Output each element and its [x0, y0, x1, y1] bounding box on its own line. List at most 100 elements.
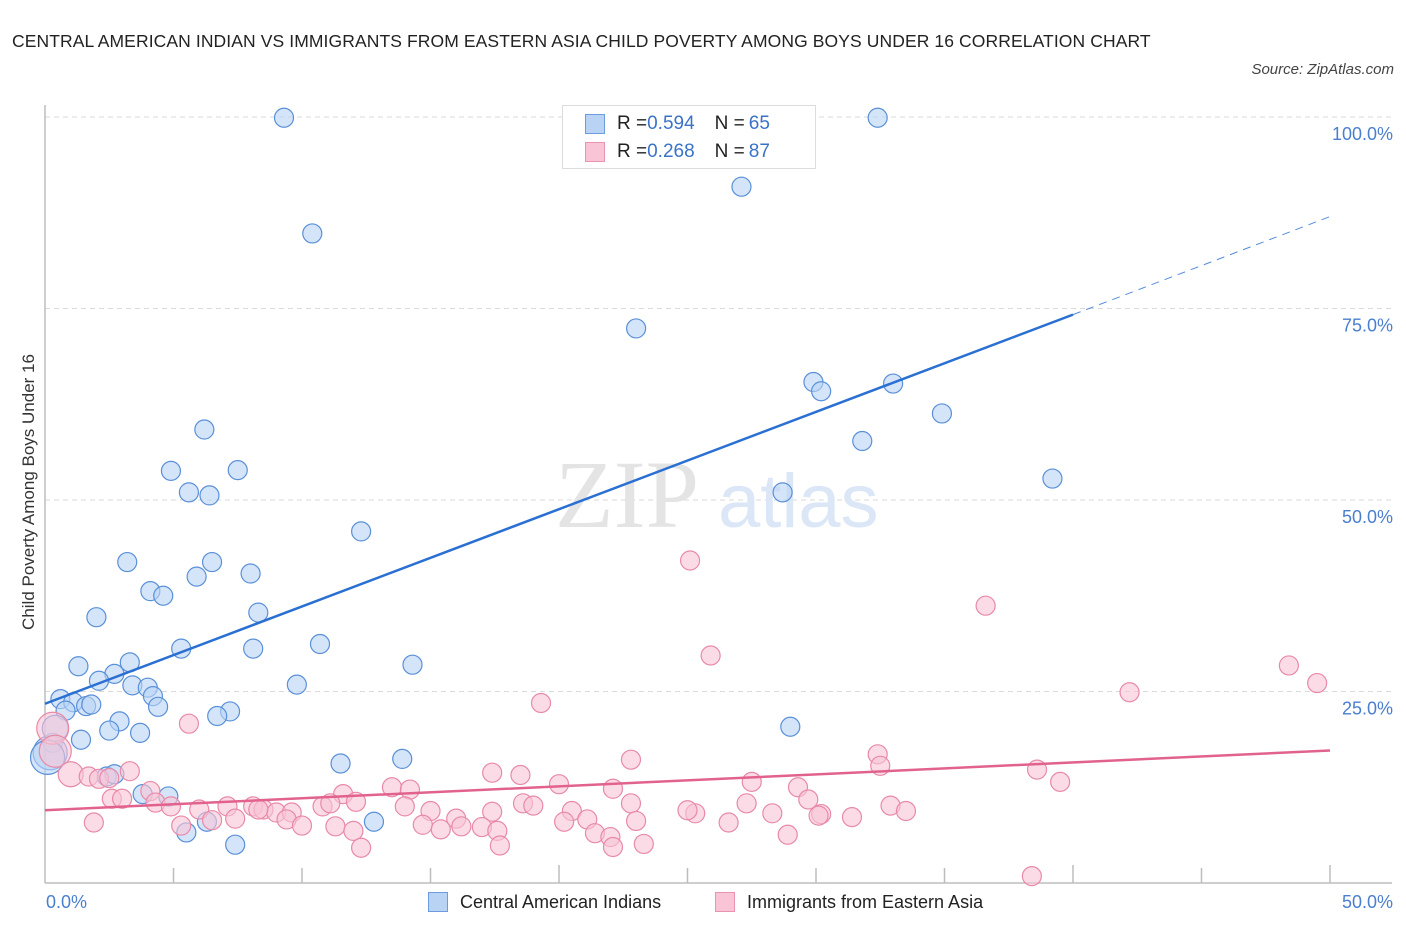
data-point-central-american-indians: [68, 656, 89, 677]
data-point-immigrants-eastern-asia: [602, 836, 624, 858]
watermark-atlas: atlas: [718, 459, 879, 544]
data-point-immigrants-eastern-asia: [741, 771, 762, 792]
data-point-immigrants-eastern-asia: [451, 816, 472, 837]
data-point-immigrants-eastern-asia: [718, 812, 739, 833]
data-point-central-american-indians: [363, 811, 385, 832]
blue-swatch-icon: [428, 892, 448, 912]
data-point-immigrants-eastern-asia: [620, 749, 642, 770]
legend-item-central-american-indians[interactable]: Central American Indians: [428, 889, 661, 915]
x-tick-label: 0.0%: [46, 892, 87, 912]
data-point-immigrants-eastern-asia: [430, 819, 451, 840]
data-point-immigrants-eastern-asia: [111, 788, 133, 809]
data-point-immigrants-eastern-asia: [1021, 866, 1042, 887]
data-point-immigrants-eastern-asia: [633, 833, 654, 855]
data-point-central-american-indians: [780, 716, 801, 737]
data-point-immigrants-eastern-asia: [1307, 672, 1328, 694]
data-point-central-american-indians: [117, 551, 138, 573]
data-point-central-american-indians: [129, 722, 151, 743]
data-point-central-american-indians: [273, 107, 295, 128]
data-point-central-american-indians: [194, 419, 215, 440]
source-label: Source: ZipAtlas.com: [1251, 61, 1394, 78]
y-tick-label: 50.0%: [1342, 507, 1393, 527]
data-point-immigrants-eastern-asia: [510, 764, 531, 786]
data-point-immigrants-eastern-asia: [620, 793, 642, 814]
data-point-central-american-indians: [402, 654, 423, 675]
data-point-central-american-indians: [302, 223, 323, 244]
data-point-central-american-indians: [309, 633, 331, 655]
data-point-central-american-indians: [240, 563, 261, 584]
data-point-immigrants-eastern-asia: [1119, 682, 1140, 703]
trend-lines: [44, 216, 1331, 812]
r-label: R =: [617, 113, 648, 134]
data-point-immigrants-eastern-asia: [975, 595, 996, 616]
data-point-immigrants-eastern-asia: [291, 815, 313, 836]
data-point-central-american-indians: [99, 720, 120, 741]
data-point-immigrants-eastern-asia: [325, 816, 346, 837]
y-tick-label: 75.0%: [1342, 316, 1393, 336]
y-axis-label: Child Poverty Among Boys Under 16: [19, 354, 38, 630]
n-label: N =: [714, 141, 745, 162]
data-point-central-american-indians: [227, 460, 248, 481]
n-value: 65: [748, 113, 770, 134]
data-point-central-american-indians: [147, 696, 169, 717]
y-tick-labels: 100.0% 75.0% 50.0% 25.0%: [1332, 124, 1393, 719]
n-label: N =: [714, 113, 745, 134]
data-point-immigrants-eastern-asia: [178, 713, 200, 734]
data-point-immigrants-eastern-asia: [841, 807, 863, 828]
r-label: R =: [617, 141, 648, 162]
data-point-central-american-indians: [243, 638, 264, 659]
data-point-central-american-indians: [867, 107, 888, 128]
legend-item-immigrants-eastern-asia[interactable]: Immigrants from Eastern Asia: [715, 889, 983, 915]
data-point-immigrants-eastern-asia: [343, 820, 364, 842]
data-point-immigrants-eastern-asia: [248, 799, 269, 820]
data-point-central-american-indians: [811, 381, 832, 402]
data-point-central-american-indians: [186, 566, 207, 587]
data-point-immigrants-eastern-asia: [320, 793, 341, 814]
data-point-central-american-indians: [70, 729, 92, 750]
data-point-central-american-indians: [86, 607, 107, 628]
y-tick-label: 100.0%: [1332, 124, 1393, 144]
correlation-legend: R = 0.594 N = 65 R = 0.268 N = 87: [562, 105, 816, 169]
data-point-immigrants-eastern-asia: [351, 837, 372, 858]
data-point-immigrants-eastern-asia: [530, 692, 552, 714]
data-point-central-american-indians: [731, 176, 752, 197]
data-point-immigrants-eastern-asia: [489, 835, 510, 856]
blue-swatch-icon: [585, 114, 605, 134]
data-point-immigrants-eastern-asia: [201, 810, 223, 831]
series-immigrants-eastern-asia: [36, 550, 1328, 887]
data-point-central-american-indians: [160, 460, 182, 481]
r-value: 0.594: [647, 113, 695, 134]
data-point-central-american-indians: [852, 430, 873, 452]
data-point-immigrants-eastern-asia: [171, 815, 192, 836]
data-point-immigrants-eastern-asia: [399, 779, 421, 800]
data-point-immigrants-eastern-asia: [99, 767, 120, 789]
legend-row-blue: R = 0.594 N = 65: [585, 112, 770, 136]
watermark: ZIP atlas: [555, 441, 879, 548]
data-point-immigrants-eastern-asia: [677, 800, 698, 821]
data-point-immigrants-eastern-asia: [554, 811, 575, 832]
data-point-central-american-indians: [153, 585, 174, 606]
data-point-central-american-indians: [330, 753, 351, 774]
data-point-immigrants-eastern-asia: [736, 793, 757, 814]
data-point-immigrants-eastern-asia: [700, 645, 721, 666]
data-point-central-american-indians: [225, 834, 246, 855]
data-point-immigrants-eastern-asia: [38, 734, 72, 768]
r-value: 0.268: [647, 141, 695, 162]
data-point-central-american-indians: [286, 674, 307, 695]
data-point-immigrants-eastern-asia: [798, 789, 819, 810]
data-point-central-american-indians: [201, 551, 223, 573]
data-point-immigrants-eastern-asia: [83, 812, 104, 833]
data-point-immigrants-eastern-asia: [895, 800, 917, 822]
data-point-immigrants-eastern-asia: [625, 810, 647, 832]
series-central-american-indians: [29, 107, 1063, 855]
data-point-central-american-indians: [207, 705, 228, 727]
data-point-immigrants-eastern-asia: [602, 778, 624, 799]
grid-lines: [45, 116, 1392, 692]
n-value: 87: [748, 141, 770, 162]
data-point-immigrants-eastern-asia: [412, 814, 433, 835]
legend-label: Central American Indians: [460, 891, 662, 912]
data-point-central-american-indians: [81, 694, 102, 715]
data-point-central-american-indians: [625, 318, 647, 339]
data-point-immigrants-eastern-asia: [482, 762, 503, 783]
